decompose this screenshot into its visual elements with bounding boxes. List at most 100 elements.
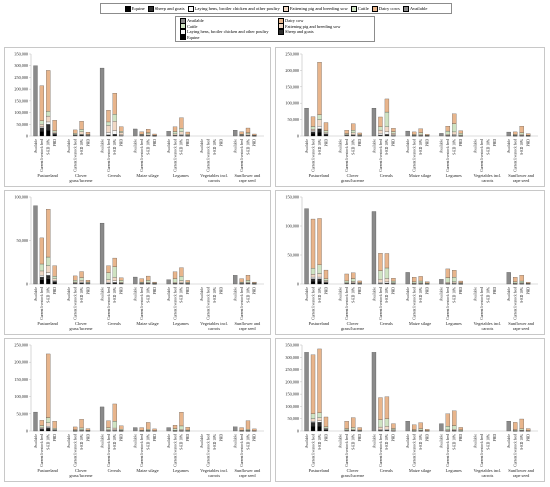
- chart-svg-6: 0 50,000 100,000 150,000 200,000 250,000 300,0…: [285, 343, 538, 478]
- bar-segment-cattle: [310, 126, 316, 130]
- chart-panel-3: 0 50,000 100,000 Available Current livestock…: [4, 190, 271, 335]
- x-subcategory-label: S-ED 10%: [385, 287, 389, 303]
- bar-segment-dairy-cows: [239, 427, 244, 431]
- bar-segment-dairy-cows: [418, 128, 423, 133]
- bar-segment-available: [166, 427, 171, 432]
- bar-segment-cattle: [384, 267, 390, 279]
- legend-item-laying-hens-broiler-chicken-and-other-poultry: Laying hens, broiler chicken and other p…: [187, 5, 280, 12]
- x-subcategory-label: Current livestock feed: [107, 434, 111, 467]
- x-subcategory-label: S-ED 10%: [520, 434, 524, 450]
- bar-segment-dairy-cows: [310, 354, 316, 414]
- x-group-label: Sunflower and: [234, 468, 261, 473]
- y-tick-label: 100,000: [14, 110, 28, 116]
- chart-svg-2: 0 50,000 100,000 150,000 200,000 250,000 Avail…: [285, 52, 538, 183]
- bar-segment-cattle: [46, 417, 51, 423]
- x-subcategory-label: Current livestock feed: [73, 287, 77, 320]
- bar-segment-laying-hens-broiler-chicken-and-other-poultry: [317, 276, 322, 279]
- x-subcategory-label: Current livestock feed: [311, 139, 315, 172]
- x-subcategory-label: S-ED 10%: [453, 287, 457, 303]
- bar-segment-dairy-cows: [445, 268, 451, 278]
- bar-segment-fattening-pig-and-breeding-sow: [391, 133, 396, 135]
- legend-label: Dairy cows: [378, 6, 400, 11]
- y-tick-label: 100,000: [285, 404, 299, 410]
- bar-segment-cattle: [323, 426, 329, 429]
- legend-label: Sheep and goats: [285, 29, 314, 35]
- bar-segment-cattle: [239, 281, 244, 284]
- bar-segment-dairy-cows: [323, 269, 329, 279]
- legend-swatch: [402, 5, 409, 12]
- x-subcategory-label: Current livestock feed: [40, 434, 44, 467]
- x-group-label: Cereals: [108, 173, 121, 178]
- x-subcategory-label: Available: [200, 287, 204, 301]
- bar-segment-sheep-and-goats: [384, 134, 390, 136]
- x-subcategory-label: Available: [200, 434, 204, 448]
- bar-segment-fattening-pig-and-breeding-sow: [46, 115, 51, 123]
- bar-segment-equine: [52, 282, 57, 285]
- x-subcategory-label: Available: [406, 287, 410, 301]
- bar-segment-cattle: [112, 266, 117, 278]
- x-group-label: Maize silage: [136, 173, 158, 178]
- bar-segment-dairy-cows: [252, 281, 257, 284]
- bar-segment-dairy-cows: [323, 416, 329, 427]
- x-group-label: Sunflower and: [234, 321, 261, 326]
- chart-panel-5: 0 50,000 100,000 150,000 200,000 250,000 Avail…: [4, 338, 271, 482]
- bar-segment-available: [99, 67, 105, 137]
- bar-segment-fattening-pig-and-breeding-sow: [384, 278, 390, 283]
- bar-segment-dairy-cows: [139, 131, 144, 135]
- bar-segment-laying-hens-broiler-chicken-and-other-poultry: [310, 130, 316, 132]
- y-tick-label: 200,000: [14, 360, 28, 366]
- legend-label: Equine: [131, 6, 145, 11]
- x-subcategory-label: Available: [134, 434, 138, 448]
- bar-segment-cattle: [179, 425, 184, 430]
- x-group-label: Pastureland: [37, 321, 58, 326]
- x-group-label: carrots: [208, 178, 220, 183]
- x-subcategory-label: Available: [339, 139, 343, 153]
- bar-segment-dairy-cows: [79, 121, 84, 130]
- bar-segment-fattening-pig-and-breeding-sow: [317, 273, 322, 278]
- x-subcategory-label: S-ED 10%: [47, 287, 51, 303]
- chart-svg-5: 0 50,000 100,000 150,000 200,000 250,000 Avail…: [14, 343, 264, 478]
- bar-segment-dairy-cows: [323, 122, 329, 131]
- bar-segment-sheep-and-goats: [46, 275, 51, 279]
- bar-segment-fattening-pig-and-breeding-sow: [52, 278, 57, 281]
- bar-segment-dairy-cows: [179, 117, 184, 129]
- x-group-label: Legumes: [173, 173, 189, 178]
- bar-segment-cattle: [119, 280, 124, 283]
- bar-segment-sheep-and-goats: [52, 281, 57, 283]
- x-subcategory-label: S-ED 10%: [453, 434, 457, 450]
- x-subcategory-label: PHD: [253, 287, 257, 295]
- x-subcategory-label: Current livestock feed: [480, 434, 484, 467]
- x-subcategory-label: Current livestock feed: [240, 139, 244, 172]
- x-subcategory-label: Current livestock feed: [446, 287, 450, 320]
- bar-segment-dairy-cows: [378, 116, 383, 127]
- bar-segment-fattening-pig-and-breeding-sow: [73, 281, 78, 283]
- x-subcategory-label: Current livestock feed: [173, 139, 177, 172]
- x-subcategory-label: PHD: [186, 434, 190, 442]
- bar-segment-available: [439, 279, 444, 285]
- x-subcategory-label: PHD: [392, 139, 396, 147]
- bar-segment-laying-hens-broiler-chicken-and-other-poultry: [39, 275, 44, 278]
- x-group-label: rape seed: [239, 178, 256, 183]
- x-group-label: Cereals: [380, 468, 393, 473]
- y-tick-label: 200,000: [285, 379, 299, 385]
- bar-segment-cattle: [79, 129, 84, 132]
- bar-segment-laying-hens-broiler-chicken-and-other-poultry: [179, 282, 184, 284]
- bar-segment-laying-hens-broiler-chicken-and-other-poultry: [179, 134, 184, 136]
- x-subcategory-label: Current livestock feed: [446, 434, 450, 467]
- bar-segment-dairy-cows: [519, 275, 524, 282]
- bar-segment-dairy-cows: [310, 116, 316, 127]
- x-subcategory-label: PHD: [358, 434, 362, 442]
- x-group-label: Vegetables incl.: [474, 321, 502, 326]
- bar-segment-dairy-cows: [452, 113, 457, 124]
- x-subcategory-label: PHD: [527, 139, 531, 147]
- bar-segment-fattening-pig-and-breeding-sow: [245, 282, 251, 284]
- bar-segment-fattening-pig-and-breeding-sow: [39, 124, 44, 127]
- bar-segment-available: [506, 131, 511, 137]
- x-subcategory-label: Available: [473, 287, 477, 301]
- x-subcategory-label: PHD: [219, 287, 223, 295]
- x-subcategory-label: Available: [233, 139, 237, 153]
- x-group-label: Legumes: [173, 321, 189, 326]
- x-subcategory-label: Available: [167, 434, 171, 448]
- x-subcategory-label: S-ED 10%: [246, 287, 250, 303]
- x-subcategory-label: S-ED 10%: [180, 434, 184, 450]
